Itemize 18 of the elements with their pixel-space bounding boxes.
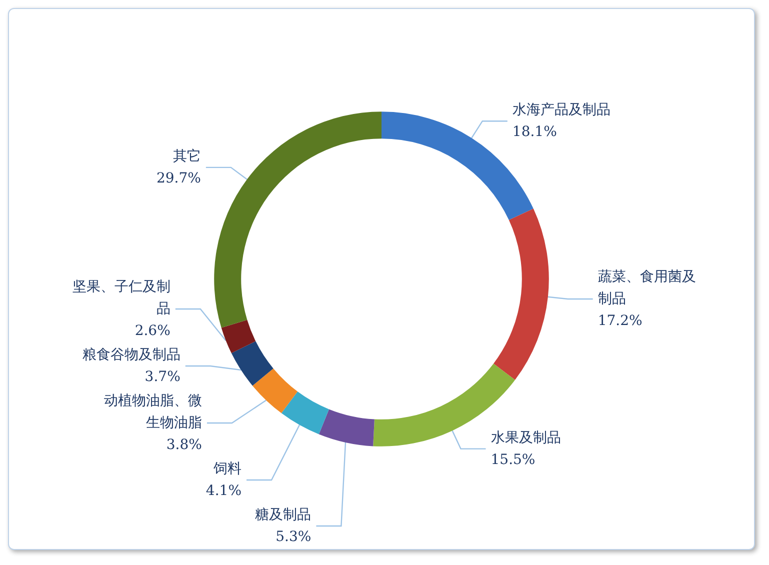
slice-label: 糖及制品 [255,507,312,523]
data-label: 18.1% [512,124,557,140]
data-label: 17.2% [598,312,642,329]
slice-label: 蔬菜、食用菌及制品 [598,268,696,307]
slice-label: 饲料 [212,461,242,477]
data-label: 15.5% [490,452,536,468]
slice-label: 动植物油脂、微生物油脂 [104,393,202,431]
slice-label: 粮食谷物及制品 [82,347,180,363]
data-label: 2.6% [134,323,170,339]
data-label: 29.7% [156,170,201,186]
slice-label: 其它 [172,148,201,164]
data-label: 3.8% [166,437,202,453]
slice-label: 水海产品及制品 [512,102,610,118]
slice-label: 坚果、子仁及制品 [72,279,170,317]
data-label: 5.3% [276,529,312,545]
data-label: 4.1% [206,483,242,499]
data-label: 3.7% [144,369,180,385]
slice-label: 水果及制品 [490,430,561,446]
